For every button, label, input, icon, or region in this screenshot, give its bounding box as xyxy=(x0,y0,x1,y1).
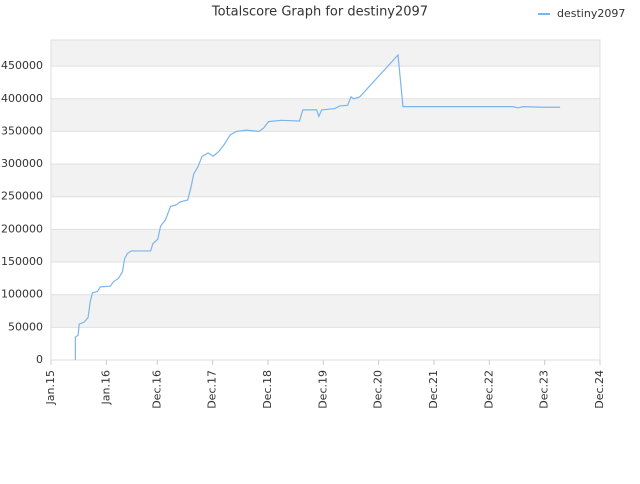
y-tick-label: 450000 xyxy=(1,59,43,72)
chart-title: Totalscore Graph for destiny2097 xyxy=(211,5,428,20)
grid-band xyxy=(51,164,600,197)
x-tick-label: Dec.17 xyxy=(206,370,219,409)
plot-border xyxy=(50,39,601,361)
grid-band xyxy=(51,196,600,230)
x-tick-label: Dec.18 xyxy=(261,370,274,409)
x-tick-label: Jan.16 xyxy=(99,370,112,405)
y-tick-label: 350000 xyxy=(1,124,43,137)
x-tick-label: Jan.15 xyxy=(44,370,57,405)
grid-band xyxy=(51,131,600,165)
grid-band xyxy=(51,98,600,132)
y-tick-label: 150000 xyxy=(1,255,43,268)
y-tick-label: 400000 xyxy=(1,92,43,105)
grid-band xyxy=(51,262,600,295)
x-tick-label: Dec.22 xyxy=(482,370,495,409)
series-line xyxy=(74,53,561,360)
grid-band xyxy=(51,294,600,328)
grid-band xyxy=(51,40,600,67)
x-tick-label: Dec.21 xyxy=(427,370,440,409)
x-tick-label: Dec.20 xyxy=(372,370,385,409)
grid-band xyxy=(51,66,600,99)
grid-band xyxy=(51,327,600,360)
y-tick-label: 100000 xyxy=(1,288,43,301)
y-tick-label: 50000 xyxy=(8,320,43,333)
x-tick-label: Dec.24 xyxy=(593,370,606,409)
y-tick-label: 300000 xyxy=(1,157,43,170)
x-tick-label: Dec.23 xyxy=(538,370,551,409)
y-tick-label: 200000 xyxy=(1,222,43,235)
y-tick-label: 250000 xyxy=(1,190,43,203)
x-tick-label: Dec.19 xyxy=(316,370,329,409)
legend-label: destiny2097 xyxy=(557,7,625,20)
y-tick-label: 0 xyxy=(36,353,43,366)
grid-band xyxy=(51,229,600,263)
x-tick-label: Dec.16 xyxy=(150,370,163,409)
